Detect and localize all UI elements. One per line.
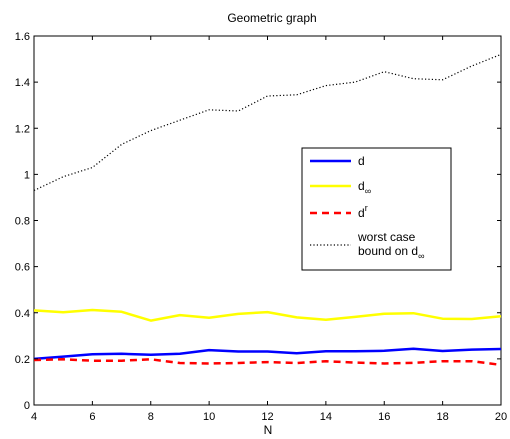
x-tick-label: 12	[261, 411, 273, 423]
y-tick-label: 0.4	[15, 308, 30, 320]
legend-label-worst: worst case bound on d∞	[357, 230, 424, 261]
y-tick-label: 1.2	[15, 123, 30, 135]
series-line-d	[33, 347, 502, 361]
legend-label-dinf: d∞	[358, 179, 371, 196]
series-line-dr	[33, 358, 502, 367]
legend-label-d: d	[358, 154, 365, 168]
y-tick-label: 0.2	[15, 354, 30, 366]
x-tick-label: 6	[89, 411, 95, 423]
chart-title: Geometric graph	[227, 11, 316, 25]
x-tick-label: 18	[437, 411, 449, 423]
y-tick-label: 0.6	[15, 262, 30, 274]
y-axis-ticks: 0 0.2 0.4 0.6 0.8 1 1.2 1.4 1.6	[15, 31, 501, 412]
y-tick-label: 0	[24, 400, 30, 412]
x-tick-label: 4	[31, 411, 37, 423]
x-axis-label: N	[264, 423, 273, 437]
series-line-dinf	[33, 308, 502, 322]
x-tick-label: 20	[495, 411, 507, 423]
x-tick-label: 14	[320, 411, 332, 423]
legend-box	[301, 147, 452, 271]
y-tick-label: 0.8	[15, 216, 30, 228]
x-axis-ticks: 4 6 8 10 12 14 16 18 20	[31, 36, 507, 423]
y-tick-label: 1	[24, 169, 30, 181]
legend-label-dr: dr	[358, 203, 368, 220]
legend: d d∞ dr worst case bound on d∞	[301, 147, 452, 271]
x-tick-label: 16	[378, 411, 390, 423]
x-tick-label: 10	[203, 411, 215, 423]
y-tick-label: 1.4	[15, 77, 30, 89]
y-tick-label: 1.6	[15, 31, 30, 43]
x-tick-label: 8	[148, 411, 154, 423]
series-layer	[33, 53, 502, 367]
